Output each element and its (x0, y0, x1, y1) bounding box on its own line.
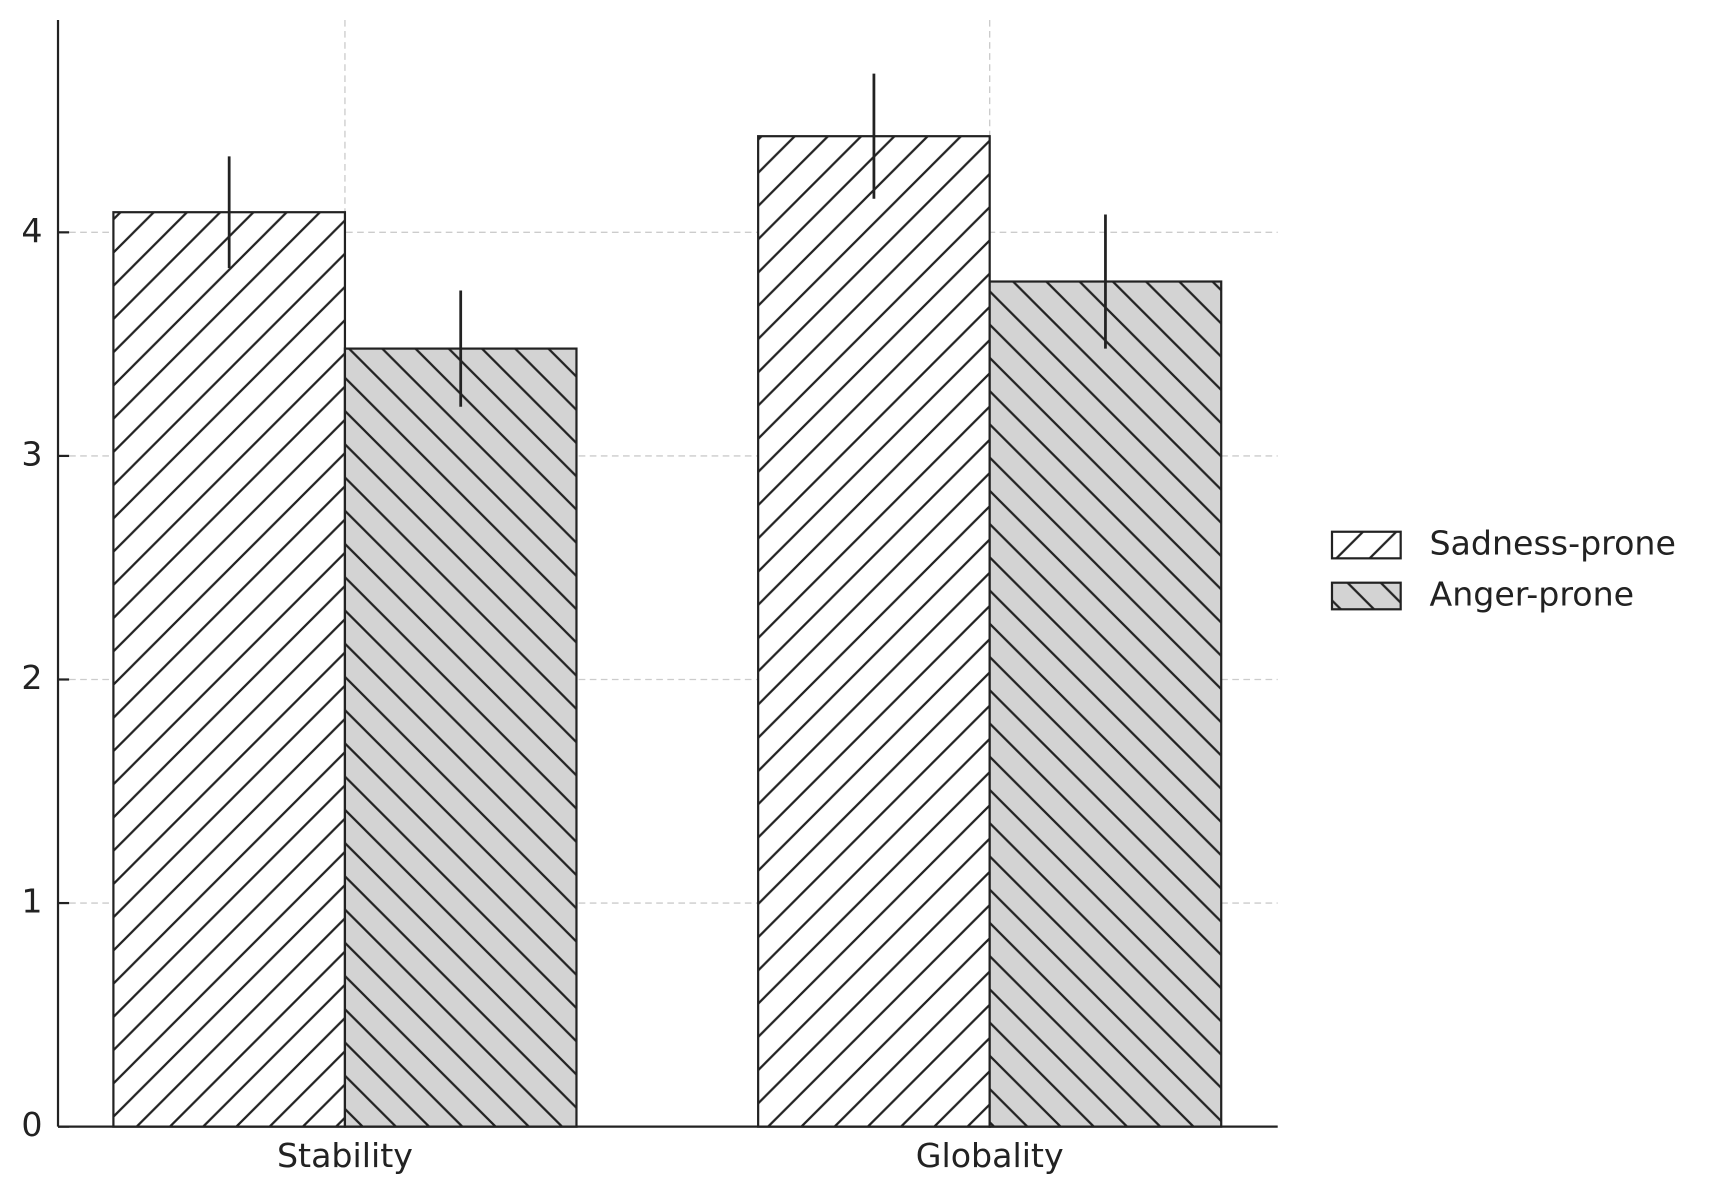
x-tick-label: Stability (277, 1136, 413, 1175)
y-tick-label: 2 (21, 658, 42, 697)
bar (757, 135, 991, 1128)
legend-label: Sadness-prone (1429, 524, 1675, 563)
y-tick-label: 1 (21, 882, 42, 921)
bar (343, 347, 578, 1128)
legend-swatch (1330, 530, 1402, 560)
legend-swatch (1330, 581, 1402, 611)
x-tick-label: Globality (916, 1136, 1064, 1175)
bar (988, 280, 1223, 1128)
y-tick-label: 3 (21, 434, 42, 473)
y-tick-label: 4 (21, 211, 42, 250)
legend-label: Anger-prone (1429, 575, 1634, 614)
bar (112, 211, 347, 1128)
y-tick-label: 0 (21, 1105, 42, 1144)
